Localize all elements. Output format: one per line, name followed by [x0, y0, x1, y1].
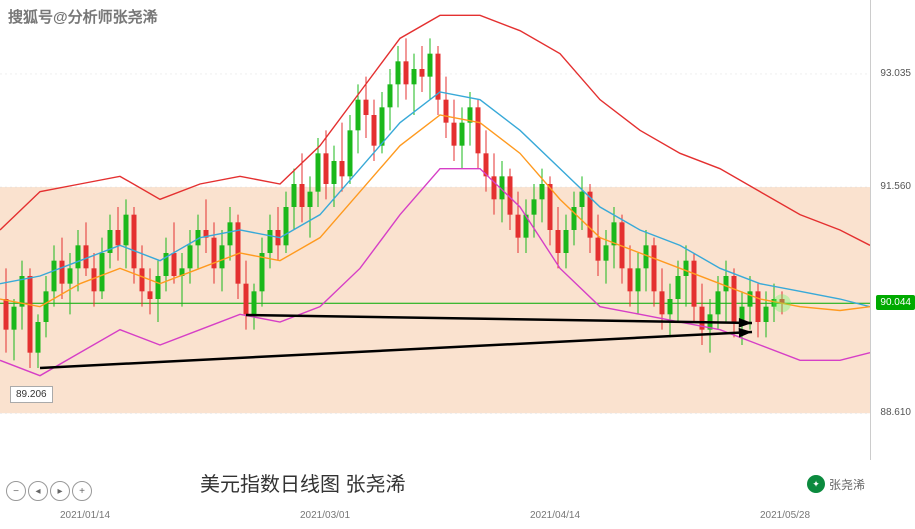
zoom-out-button[interactable]: −	[6, 481, 26, 501]
chart-svg	[0, 0, 870, 460]
low-price-box: 89.206	[10, 386, 53, 403]
x-axis: 2021/01/14 2021/03/01 2021/04/14 2021/05/28	[0, 499, 870, 529]
y-tick-label: 91.560	[880, 181, 911, 192]
y-tick-label: 93.035	[880, 68, 911, 79]
watermark-text: 搜狐号@分析师张尧浠	[8, 6, 158, 27]
x-tick-label: 2021/03/01	[300, 510, 350, 521]
chart-caption: 美元指数日线图 张尧浠	[200, 468, 406, 497]
zoom-in-button[interactable]: +	[72, 481, 92, 501]
chart-area[interactable]: 89.206	[0, 0, 870, 460]
x-tick-label: 2021/04/14	[530, 510, 580, 521]
y-tick-label: 88.610	[880, 407, 911, 418]
x-tick-label: 2021/01/14	[60, 510, 110, 521]
zoom-controls: − ◂ ▸ +	[6, 481, 92, 501]
wechat-name: 张尧浠	[829, 476, 865, 493]
wechat-icon: ✦	[807, 475, 825, 493]
y-axis: 93.03591.56090.04488.61090.044	[870, 0, 915, 460]
current-price-tag: 90.044	[876, 295, 915, 310]
wechat-watermark: ✦ 张尧浠	[807, 475, 865, 493]
step-back-button[interactable]: ◂	[28, 481, 48, 501]
step-forward-button[interactable]: ▸	[50, 481, 70, 501]
x-tick-label: 2021/05/28	[760, 510, 810, 521]
